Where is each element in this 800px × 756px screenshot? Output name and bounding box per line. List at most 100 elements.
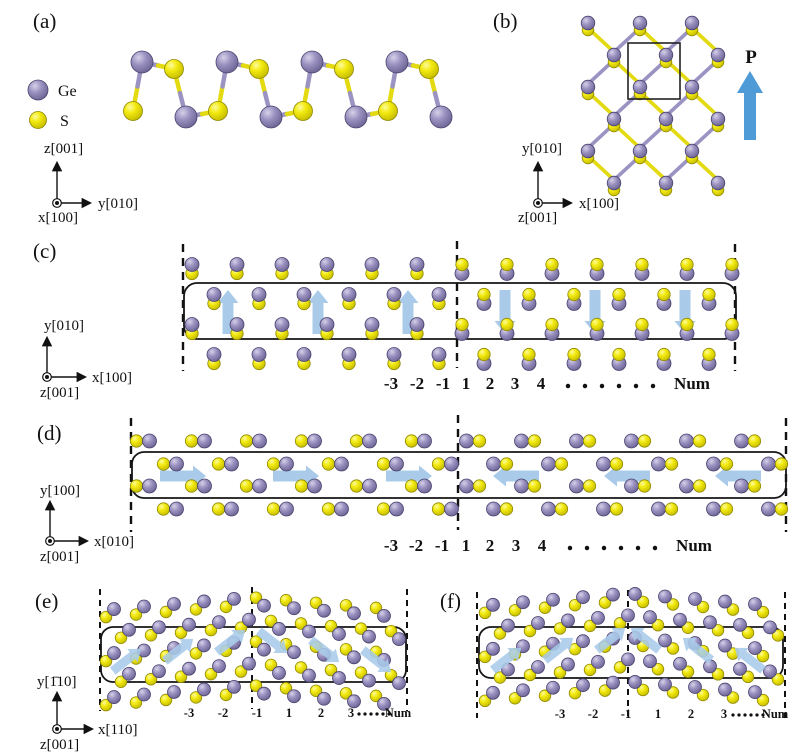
ellipsis-dot xyxy=(601,545,607,551)
s-atom xyxy=(651,619,665,632)
s-atom xyxy=(522,287,536,302)
panel-f: (f) -3 -2 -1 1 2 3 Num xyxy=(440,587,789,721)
ge-atom xyxy=(272,666,286,680)
s-atom xyxy=(756,649,770,663)
ge-atom xyxy=(658,175,674,191)
s-atom xyxy=(334,59,354,79)
ge-atom xyxy=(580,79,596,95)
s-atom xyxy=(657,347,671,362)
ge-atom xyxy=(142,478,157,494)
s-atom xyxy=(376,457,391,471)
axis-origin-label: z[001] xyxy=(40,737,79,753)
ge-atom xyxy=(643,654,657,669)
index-label: -2 xyxy=(218,706,228,720)
s-atom xyxy=(419,59,439,79)
ellipsis-dot xyxy=(731,713,735,717)
ge-atom xyxy=(748,597,762,612)
ge-atom xyxy=(541,456,556,472)
axis-origin-dot xyxy=(536,201,540,205)
ge-atom xyxy=(710,47,726,63)
s-atom xyxy=(527,434,542,448)
s-atom xyxy=(637,434,652,448)
ge-atom xyxy=(259,105,283,129)
index-label: -1 xyxy=(436,374,450,393)
num-label: Num xyxy=(762,707,789,721)
s-atom xyxy=(612,287,626,302)
s-atom xyxy=(164,59,184,79)
s-atom xyxy=(184,434,199,448)
axis-up-label: y[010] xyxy=(522,141,562,157)
s-atom xyxy=(309,596,323,609)
s-atom xyxy=(159,693,173,707)
s-atom xyxy=(554,457,569,471)
ge-atom xyxy=(362,478,377,494)
s-atom xyxy=(499,457,514,471)
axis-origin-label: x[100] xyxy=(38,210,78,226)
s-atom xyxy=(321,502,336,516)
ge-atom xyxy=(386,287,402,302)
s-atom xyxy=(129,479,144,493)
ge-atom xyxy=(385,50,409,74)
ellipsis-dot xyxy=(369,712,373,716)
ge-atom xyxy=(606,175,622,191)
s-atom xyxy=(741,670,755,684)
ge-atom xyxy=(386,347,402,362)
s-atom xyxy=(99,698,113,712)
s-atom xyxy=(774,502,789,516)
s-atom xyxy=(404,479,419,493)
s-atom xyxy=(666,686,680,699)
num-label: Num xyxy=(674,374,710,393)
s-atom xyxy=(582,479,597,493)
ge-atom xyxy=(152,664,166,679)
ge-atom xyxy=(486,685,500,700)
panel-c: (c) -3 -2 -1 1 2 3 4 Num y[010] x[100] z[001] xyxy=(33,239,740,401)
ge-atom xyxy=(364,317,380,332)
s-atom xyxy=(664,502,679,516)
ge-atom xyxy=(287,689,301,704)
s-atom xyxy=(635,317,649,332)
ge-atom xyxy=(302,624,316,639)
s-atom xyxy=(354,666,368,679)
ge-atom xyxy=(274,257,290,272)
axis-right-label: x[100] xyxy=(92,370,132,386)
s-atom xyxy=(523,668,537,682)
index-label: -2 xyxy=(588,707,598,721)
s-atom xyxy=(553,666,567,679)
ge-atom xyxy=(591,610,605,625)
ge-atom xyxy=(377,696,391,711)
ge-atom xyxy=(224,501,239,517)
s-atom xyxy=(159,605,173,619)
ge-atom xyxy=(362,433,377,449)
s-atom xyxy=(500,317,514,332)
axes-d: y[100] x[010] z[001] xyxy=(40,483,134,565)
s-atom xyxy=(349,479,364,493)
s-atom xyxy=(279,594,293,607)
ge-atom xyxy=(679,478,694,494)
axes-c: y[010] x[100] z[001] xyxy=(40,318,132,401)
s-atom xyxy=(726,603,740,616)
s-atom xyxy=(376,502,391,516)
num-label: Num xyxy=(385,706,412,720)
s-atom xyxy=(538,689,552,702)
polarization-arrow xyxy=(542,637,574,664)
index-label: 1 xyxy=(655,707,661,721)
ge-atom xyxy=(761,501,776,517)
s-atom xyxy=(567,287,581,302)
ge-atom xyxy=(651,456,666,472)
s-atom xyxy=(249,635,263,648)
ge-atom xyxy=(152,620,166,635)
s-atom xyxy=(680,317,694,332)
axis-up-label: y[010] xyxy=(44,318,84,334)
axis-origin-dot xyxy=(55,727,59,731)
ge-atom xyxy=(733,661,747,676)
ge-atom xyxy=(197,682,211,697)
ge-atom xyxy=(122,666,136,681)
ge-atom xyxy=(531,660,545,674)
polarization-arrow xyxy=(162,638,194,665)
s-atom xyxy=(472,434,487,448)
ge-atom xyxy=(242,612,256,627)
s-atom xyxy=(613,661,627,674)
ge-atom xyxy=(319,317,335,332)
s-atom xyxy=(609,502,624,516)
ge-atom xyxy=(296,347,312,362)
